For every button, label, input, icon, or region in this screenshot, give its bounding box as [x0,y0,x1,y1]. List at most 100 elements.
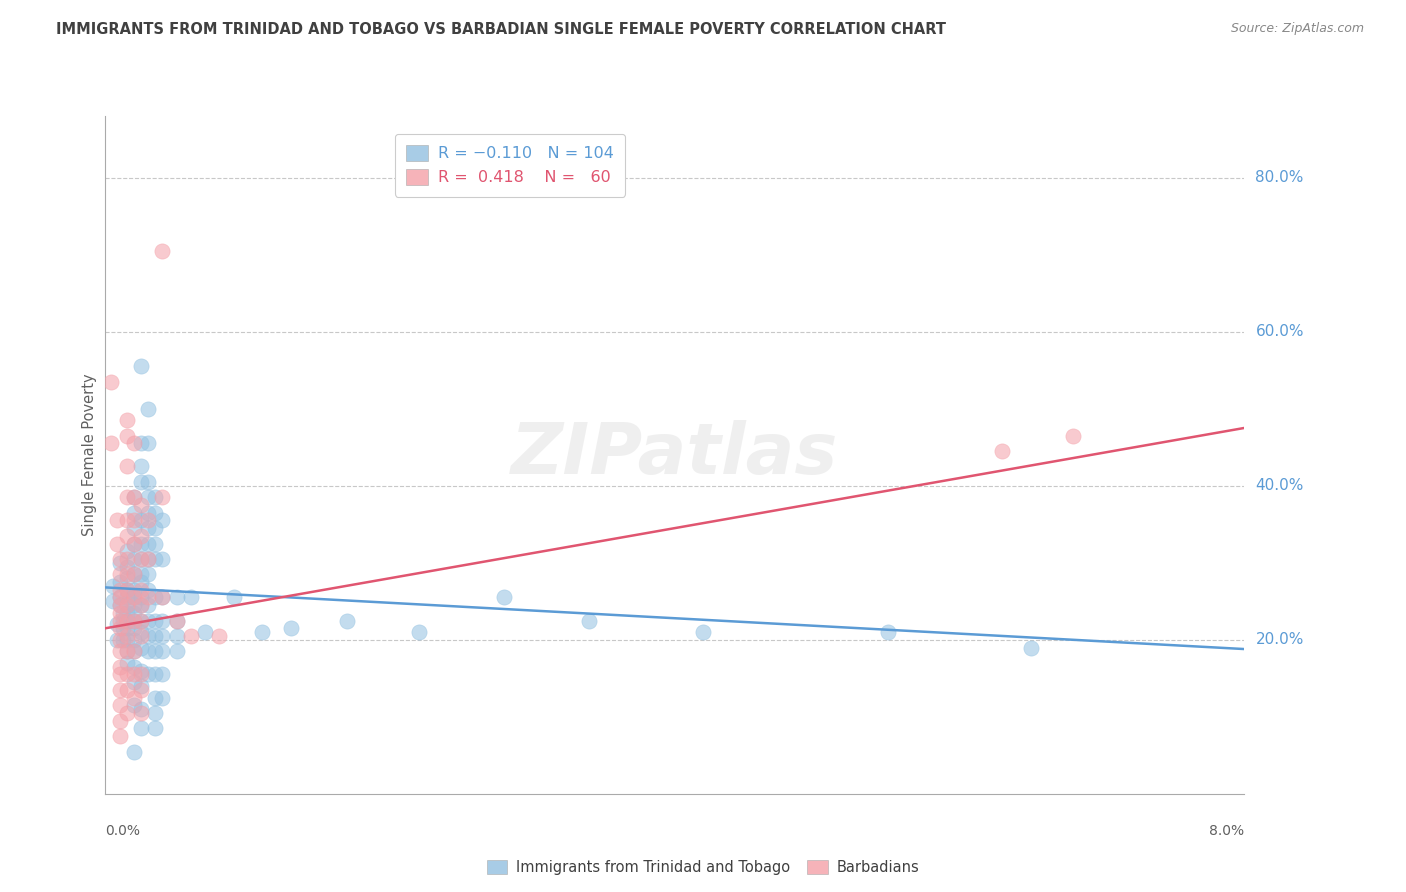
Point [991,444,1014,458]
Point [129,629,152,643]
Point [222,591,245,605]
Point [122,490,145,504]
Point [100,436,122,450]
Point [136,552,159,566]
Point [111,606,134,620]
Point [136,644,159,658]
Point [115,614,138,628]
Point [108,644,131,658]
Point [115,428,138,442]
Point [152,591,174,605]
Point [143,706,166,720]
Point [115,413,138,427]
Point [122,606,145,620]
Point [122,536,145,550]
Point [115,552,138,566]
Point [194,625,217,640]
Point [136,436,159,450]
Point [578,614,600,628]
Point [108,598,131,612]
Point [129,529,152,543]
Point [115,559,138,574]
Point [152,591,174,605]
Point [166,591,188,605]
Y-axis label: Single Female Poverty: Single Female Poverty [82,374,97,536]
Point [136,536,159,550]
Point [108,567,131,582]
Point [115,582,138,597]
Point [208,629,231,643]
Point [122,660,145,674]
Point [1019,640,1042,655]
Point [143,644,166,658]
Point [129,679,152,693]
Point [180,629,202,643]
Point [129,552,152,566]
Point [129,359,152,374]
Point [166,614,188,628]
Point [115,571,138,585]
Point [143,629,166,643]
Point [108,591,131,605]
Point [122,591,145,605]
Point [136,667,159,681]
Point [122,490,145,504]
Point [143,536,166,550]
Point [122,632,145,647]
Point [129,552,152,566]
Point [136,475,159,489]
Point [492,591,515,605]
Point [108,682,131,697]
Point [129,702,152,716]
Point [129,536,152,550]
Point [115,598,138,612]
Point [115,644,138,658]
Point [108,632,131,647]
Point [122,614,145,628]
Point [122,567,145,582]
Point [122,598,145,612]
Point [115,544,138,558]
Point [101,594,124,608]
Point [115,529,138,543]
Text: 8.0%: 8.0% [1209,824,1244,838]
Point [122,644,145,658]
Text: ZIPatlas: ZIPatlas [512,420,838,490]
Point [122,675,145,690]
Point [166,629,188,643]
Point [122,621,145,635]
Point [129,640,152,655]
Point [692,625,714,640]
Point [129,722,152,736]
Point [250,625,273,640]
Point [166,614,188,628]
Point [115,591,138,605]
Point [129,582,152,597]
Point [129,667,152,681]
Point [129,706,152,720]
Point [152,690,174,705]
Point [108,729,131,743]
Point [152,614,174,628]
Point [129,498,152,512]
Point [115,513,138,527]
Point [122,690,145,705]
Point [136,552,159,566]
Point [122,698,145,713]
Legend: R = −0.110   N = 104, R =  0.418    N =   60: R = −0.110 N = 104, R = 0.418 N = 60 [395,134,624,196]
Point [143,722,166,736]
Point [152,490,174,504]
Point [129,513,152,527]
Point [129,475,152,489]
Point [143,591,166,605]
Point [122,567,145,582]
Point [129,591,152,605]
Point [111,621,134,635]
Point [136,490,159,504]
Point [115,621,138,635]
Point [111,614,134,628]
Point [129,682,152,697]
Point [108,714,131,728]
Point [108,552,131,566]
Point [136,582,159,597]
